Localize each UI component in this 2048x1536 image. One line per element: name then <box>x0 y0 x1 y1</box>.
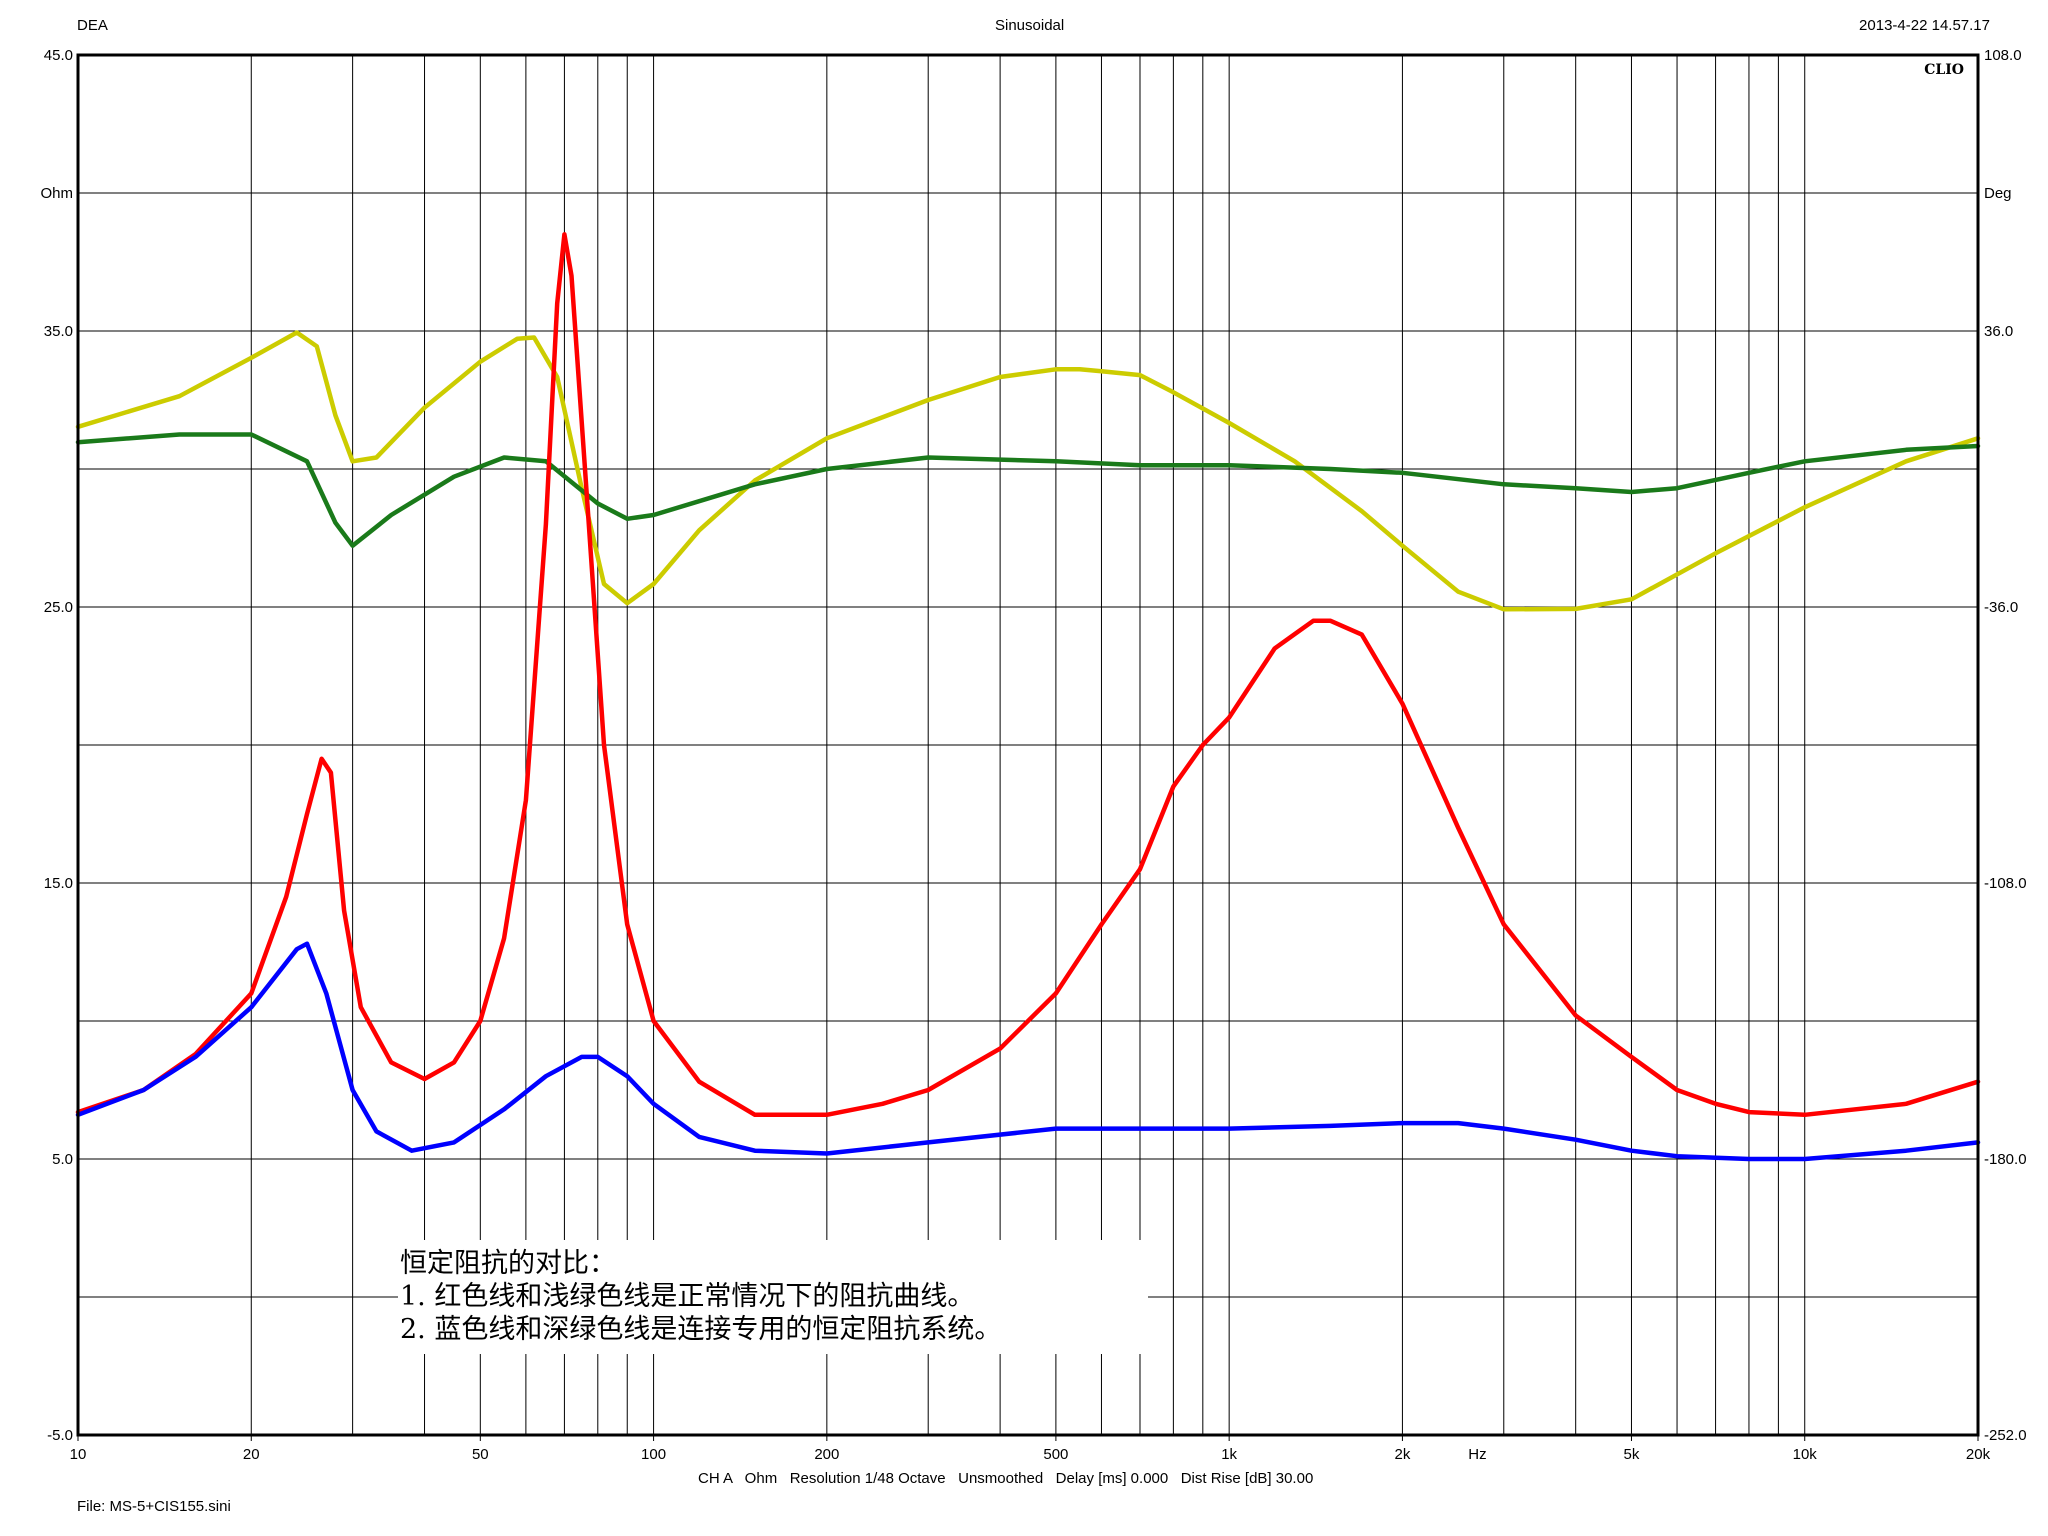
y-left-tick-label: 25.0 <box>44 599 73 616</box>
y-right-tick-label: -36.0 <box>1984 599 2018 616</box>
x-tick-label: 5k <box>1624 1446 1640 1463</box>
header-left-title: DEA <box>77 17 108 34</box>
annotation-background <box>398 1240 1148 1354</box>
x-tick-label: 500 <box>1043 1446 1068 1463</box>
footer-file: File: MS-5+CIS155.sini <box>77 1498 231 1515</box>
annotation-title: 恒定阻抗的对比： <box>400 1248 616 1279</box>
grid-lines <box>78 55 1978 1435</box>
plot-frame <box>76 53 1980 1437</box>
series-line-3 <box>75 232 1981 1118</box>
curves <box>75 232 1981 1162</box>
annotation-line-1: 1. 红色线和浅绿色线是正常情况下的阻抗曲线。 <box>400 1281 974 1312</box>
y-left-tick-label: -5.0 <box>47 1427 73 1444</box>
y-right-tick-label: -252.0 <box>1984 1427 2027 1444</box>
y-right-tick-label: -108.0 <box>1984 875 2027 892</box>
annotation-line-2: 2. 蓝色线和深绿色线是连接专用的恒定阻抗系统。 <box>400 1314 1001 1345</box>
series-line-2 <box>75 432 1981 548</box>
x-axis-unit: Hz <box>1468 1446 1486 1463</box>
footer-settings: CH A Ohm Resolution 1/48 Octave Unsmooth… <box>698 1470 1314 1487</box>
x-tick-label: 200 <box>814 1446 839 1463</box>
axes-labels: 10 20 50 100 200 500 1k 2k 5k 10k 20k Hz 45.0 35.0 25.… <box>40 47 2026 1463</box>
series-line-4 <box>75 941 1981 1162</box>
y-left-unit: Ohm <box>40 185 73 202</box>
x-tick-label: 1k <box>1221 1446 1237 1463</box>
x-tick-label: 10k <box>1793 1446 1818 1463</box>
x-tick-label: 50 <box>472 1446 489 1463</box>
y-right-tick-label: -180.0 <box>1984 1151 2027 1168</box>
x-tick-label: 10 <box>70 1446 87 1463</box>
x-tick-label: 20 <box>243 1446 260 1463</box>
x-tick-label: 2k <box>1395 1446 1411 1463</box>
series-line-1 <box>75 330 1981 612</box>
clio-brand: CLIO <box>1924 62 1964 78</box>
y-right-tick-label: 36.0 <box>1984 323 2013 340</box>
y-right-unit: Deg <box>1984 185 2012 202</box>
y-left-tick-label: 35.0 <box>44 323 73 340</box>
x-tick-label: 100 <box>641 1446 666 1463</box>
header-timestamp: 2013-4-22 14.57.17 <box>1859 17 1990 34</box>
y-left-tick-label: 15.0 <box>44 875 73 892</box>
y-right-tick-label: 108.0 <box>1984 47 2022 64</box>
y-left-tick-label: 45.0 <box>44 47 73 64</box>
header-center-title: Sinusoidal <box>995 17 1065 34</box>
x-tick-label: 20k <box>1966 1446 1991 1463</box>
y-left-tick-label: 5.0 <box>52 1151 73 1168</box>
